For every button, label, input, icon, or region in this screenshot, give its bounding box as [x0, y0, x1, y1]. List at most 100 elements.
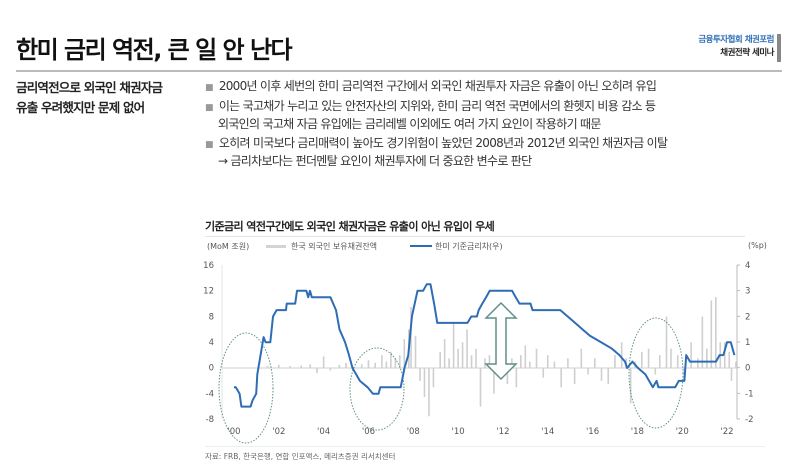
- bullet-icon: ■: [205, 83, 213, 93]
- left-tick-label: 4: [209, 338, 214, 348]
- bar: [394, 358, 397, 368]
- right-tick-label: 3: [745, 287, 750, 297]
- bullet-item: ■ 이는 국고채가 누리고 있는 안전자산의 지위와, 한미 금리 역전 국면에서…: [205, 98, 656, 132]
- bar: [466, 329, 468, 368]
- x-tick-label: '14: [541, 427, 554, 437]
- right-tick-label: 1: [745, 338, 750, 348]
- bar: [654, 368, 657, 375]
- chart-title: 기준금리 역전구간에도 외국인 채권자금은 유출이 아닌 유입이 우세: [205, 220, 495, 233]
- bar: [665, 316, 668, 368]
- bar: [620, 342, 623, 368]
- bar: [520, 355, 522, 368]
- bar: [560, 368, 562, 388]
- bar: [316, 368, 318, 374]
- bar: [309, 364, 311, 368]
- source-divider: [205, 446, 765, 447]
- bar: [390, 351, 392, 368]
- bar: [697, 358, 699, 368]
- right-tick-label: -1: [745, 389, 753, 399]
- x-tick-label: '08: [407, 427, 420, 437]
- bar: [360, 364, 363, 368]
- bar: [479, 368, 482, 407]
- bar: [706, 348, 708, 368]
- bar: [580, 348, 583, 368]
- bar: [419, 368, 421, 381]
- bar: [701, 316, 704, 368]
- bar: [511, 358, 513, 368]
- left-tick-label: 8: [209, 312, 214, 322]
- bullet-text: 오히려 미국보다 금리매력이 높아도 경기위험이 높았던 2008년과 2012…: [218, 136, 668, 150]
- bar: [658, 355, 661, 368]
- bar: [493, 368, 495, 394]
- bullet-text: 2000년 이후 세번의 한미 금리역전 구간에서 외국인 채권투자 자금은 유…: [218, 79, 657, 93]
- bar: [488, 355, 491, 368]
- bar: [587, 368, 589, 375]
- bar: [410, 306, 412, 368]
- bar: [690, 342, 692, 368]
- bar: [735, 361, 737, 368]
- bar: [535, 348, 538, 368]
- bar: [289, 366, 291, 368]
- right-axis-unit: (%p): [748, 241, 767, 250]
- left-tick-label: 12: [203, 287, 214, 297]
- bar: [452, 322, 455, 368]
- bar: [329, 368, 332, 371]
- x-tick-label: '04: [317, 427, 330, 437]
- x-tick-label: '22: [720, 427, 733, 437]
- bar: [529, 361, 531, 368]
- dotted-ellipse-annotation: [218, 332, 274, 444]
- bar: [278, 364, 280, 368]
- bar: [676, 355, 679, 368]
- bar: [553, 361, 556, 368]
- bar: [542, 368, 545, 378]
- bar: [515, 368, 518, 388]
- bar: [567, 358, 569, 368]
- organizer-line-1: 금융투자협회 채권포럼: [698, 35, 774, 45]
- left-tick-label: -4: [206, 389, 214, 399]
- header-divider: [16, 70, 782, 72]
- bar: [266, 366, 269, 368]
- left-axis-unit: (MoM 조원): [207, 242, 250, 251]
- bullet-icon: ■: [205, 103, 213, 113]
- right-tick-label: -2: [745, 415, 753, 425]
- right-tick-label: 0: [745, 364, 750, 374]
- bar: [647, 348, 650, 368]
- bar: [338, 364, 341, 368]
- bar: [714, 297, 717, 368]
- bar: [506, 368, 509, 385]
- bar: [629, 368, 632, 404]
- bullet-item: ■ 2000년 이후 세번의 한미 금리역전 구간에서 외국인 채권투자 자금은 …: [205, 78, 657, 96]
- bar: [448, 358, 450, 368]
- organizer-line-2: 채권전략 세미나: [720, 48, 774, 58]
- legend-bar-label: 한국 외국인 보유채권잔액: [291, 242, 378, 251]
- x-tick-label: '20: [676, 427, 689, 437]
- bar: [614, 355, 616, 368]
- bar: [439, 351, 441, 368]
- page-title: 한미 금리 역전, 큰 일 안 난다: [16, 36, 293, 64]
- chart-title-divider: [205, 236, 745, 237]
- double-arrow-icon: [484, 301, 518, 381]
- bar: [414, 335, 417, 368]
- bar: [461, 342, 464, 368]
- dotted-ellipse-annotation: [628, 317, 684, 429]
- bar: [385, 361, 388, 368]
- dotted-ellipse-annotation: [349, 347, 405, 431]
- bar: [381, 355, 383, 368]
- bar: [710, 300, 713, 368]
- bullet-icon: ■: [205, 140, 213, 150]
- legend-line-swatch: [410, 245, 432, 247]
- bar: [470, 355, 473, 368]
- x-tick-label: '02: [272, 427, 285, 437]
- bar: [423, 368, 426, 397]
- left-tick-label: -8: [206, 415, 214, 425]
- bar: [428, 368, 430, 417]
- bar: [345, 362, 347, 368]
- bullet-text: 이는 국고채가 누리고 있는 안전자산의 지위와, 한미 금리 역전 국면에서의…: [218, 99, 656, 113]
- subtitle-line-1: 금리역전으로 외국인 채권자금: [16, 80, 163, 95]
- bar: [484, 358, 486, 368]
- bullet-text: → 금리차보다는 펀더멘탈 요인이 채권투자에 더 중요한 변수로 판단: [218, 154, 532, 168]
- bar: [546, 355, 549, 368]
- legend-bar-swatch: [266, 245, 286, 248]
- rate-difference-line: [234, 283, 736, 408]
